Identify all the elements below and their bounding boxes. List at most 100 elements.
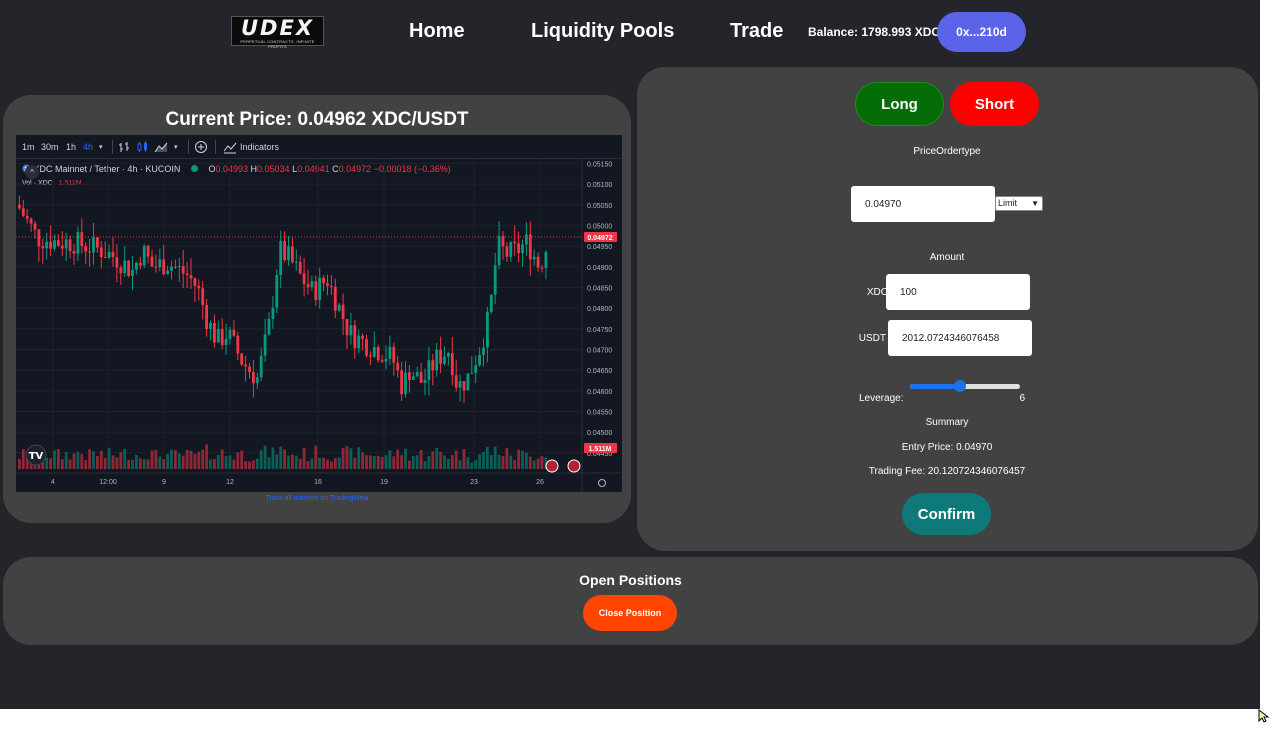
candle-body (267, 318, 271, 335)
timeframe-30m[interactable]: 30m (41, 142, 59, 152)
candle-body (72, 251, 76, 254)
volume-bar (462, 449, 466, 469)
candle-body (255, 377, 259, 384)
open-positions-title: Open Positions (579, 572, 682, 588)
volume-bar (279, 446, 283, 469)
candle-body (166, 270, 169, 275)
volume-badge-label: 1.511M (589, 446, 612, 453)
candle-body (45, 241, 49, 249)
volume-bar (287, 455, 290, 469)
candle-body (57, 240, 60, 246)
candle-body (318, 277, 322, 300)
candle-body (310, 281, 314, 288)
volume-bar (528, 456, 532, 469)
nav-liquidity-pools[interactable]: Liquidity Pools (531, 20, 675, 42)
timeframe-chevron-down-icon[interactable]: ▾ (99, 144, 103, 151)
tradingview-chart[interactable]: 1m 30m 1h 4h ▾ ▾ Indicators XDC Mainnet … (16, 135, 622, 492)
candle-body (107, 251, 111, 258)
candle-body (357, 335, 361, 349)
candle-body (505, 246, 509, 257)
compare-add-icon[interactable] (194, 140, 208, 154)
candle-body (322, 277, 325, 284)
volume-bar (103, 457, 107, 469)
candle-body (248, 366, 251, 373)
chart-type-chevron-down-icon[interactable]: ▾ (174, 144, 178, 151)
candlestick-plot[interactable]: 0.05150 0.05100 0.05050 0.05000 0.04950 0.049… (16, 159, 622, 492)
volume-bar (466, 457, 470, 469)
volume-bar (454, 450, 458, 469)
usdt-amount-input[interactable] (888, 320, 1032, 356)
volume-bar (357, 447, 361, 469)
candle-body (201, 288, 205, 305)
candle-body (220, 329, 224, 346)
candle-body (380, 360, 384, 362)
candle-body (458, 381, 462, 388)
current-price-title: Current Price: 0.04962 XDC/USDT (165, 109, 469, 130)
candle-body (415, 372, 419, 377)
volume-bar (236, 452, 240, 469)
open-positions-panel: Open Positions Close Position (3, 557, 1258, 645)
candle-body (400, 370, 403, 395)
bar-style-icon[interactable] (118, 140, 132, 154)
x-tick-label: 4 (51, 479, 55, 486)
confirm-button[interactable]: Confirm (902, 493, 991, 535)
select-chevron-down-icon: ▼ (1031, 199, 1039, 208)
candle-body (84, 246, 88, 252)
chevron-up-icon: ^ (30, 168, 34, 177)
candle-body (64, 239, 68, 249)
timeframe-4h[interactable]: 4h (83, 142, 94, 152)
candle-body (482, 347, 485, 355)
indicators-button[interactable]: Indicators (240, 142, 280, 152)
volume-bar (326, 459, 329, 469)
nav-home[interactable]: Home (409, 20, 465, 42)
chart-legend: XDC Mainnet / Tether · 4h · KUCOIN O0.04… (22, 164, 451, 174)
udex-logo[interactable]: UDEX PERPETUAL CONTRACTS. INFINITE PROFI… (231, 16, 324, 49)
short-button[interactable]: Short (950, 82, 1039, 126)
area-chart-icon[interactable] (154, 140, 168, 154)
volume-bar (517, 449, 520, 469)
wallet-balance: Balance: 1798.993 XDC (808, 25, 941, 39)
tradingview-logo-text: TV (29, 451, 44, 462)
candle-body (474, 365, 478, 373)
y-tick-label: 0.04500 (587, 430, 612, 437)
candle-body (127, 260, 130, 276)
volume-bar (318, 457, 322, 469)
candle-body (275, 275, 279, 308)
y-tick-label: 0.05150 (587, 161, 612, 168)
limit-price-input[interactable] (851, 186, 995, 222)
candle-body (162, 259, 166, 275)
page-scrollbar[interactable] (1260, 0, 1280, 709)
volume-bar (111, 455, 115, 469)
last-price-badge-label: 0.04972 (587, 235, 612, 242)
volume-bar (248, 461, 251, 469)
candle-body (486, 311, 489, 348)
leverage-slider[interactable] (910, 380, 1020, 392)
indicators-icon[interactable] (223, 140, 237, 154)
order-type-select[interactable]: Limit ▼ (995, 196, 1043, 211)
leverage-slider-thumb[interactable] (953, 380, 966, 392)
candle-body (349, 325, 353, 336)
volume-bar (275, 454, 279, 469)
volume-bar (216, 454, 220, 469)
candle-body (150, 256, 154, 267)
candle-body (478, 354, 481, 366)
volume-bar (392, 456, 396, 469)
candle-body (88, 251, 91, 253)
nav-trade[interactable]: Trade (730, 20, 784, 42)
volume-bar (267, 457, 271, 469)
volume-bar (532, 460, 536, 469)
candles-icon[interactable] (136, 140, 150, 154)
volume-bar (353, 457, 357, 469)
volume-bar (450, 455, 454, 469)
close-position-button[interactable]: Close Position (583, 595, 677, 631)
xdc-amount-input[interactable] (886, 274, 1030, 310)
volume-bar (263, 445, 267, 469)
timeframe-1m[interactable]: 1m (22, 142, 35, 152)
wallet-address-button[interactable]: 0x...210d (937, 12, 1026, 52)
long-button[interactable]: Long (855, 82, 944, 126)
volume-bar (185, 449, 189, 469)
volume-bar (302, 447, 306, 469)
us-flag-icon (545, 459, 559, 473)
timeframe-1h[interactable]: 1h (66, 142, 77, 152)
tradingview-link[interactable]: Track all markets on TradingView (265, 495, 369, 502)
